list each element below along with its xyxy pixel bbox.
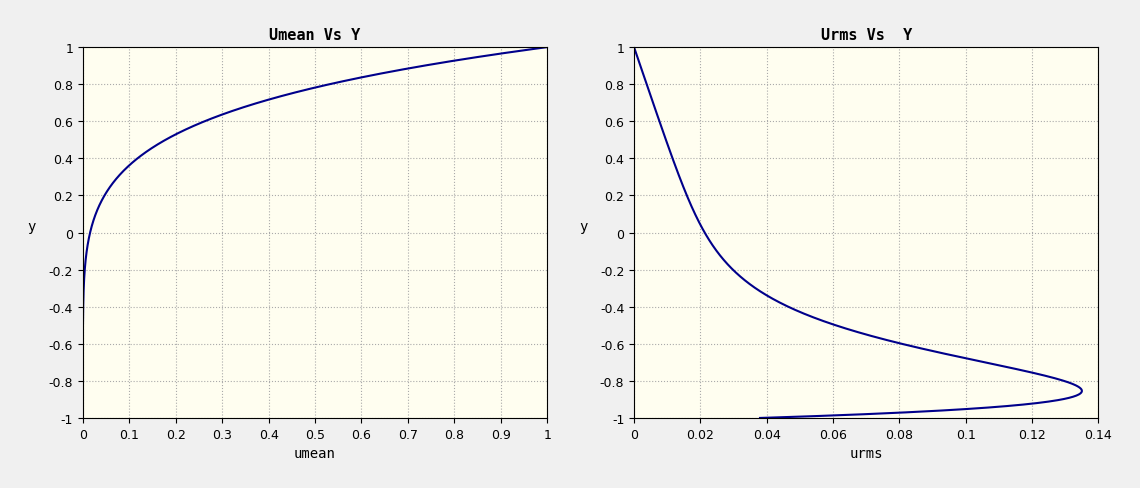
Title: Umean Vs Y: Umean Vs Y [269,28,360,42]
X-axis label: urms: urms [849,447,882,460]
Y-axis label: y: y [579,219,587,233]
Y-axis label: y: y [27,219,36,233]
Title: Urms Vs  Y: Urms Vs Y [821,28,912,42]
X-axis label: umean: umean [294,447,336,460]
